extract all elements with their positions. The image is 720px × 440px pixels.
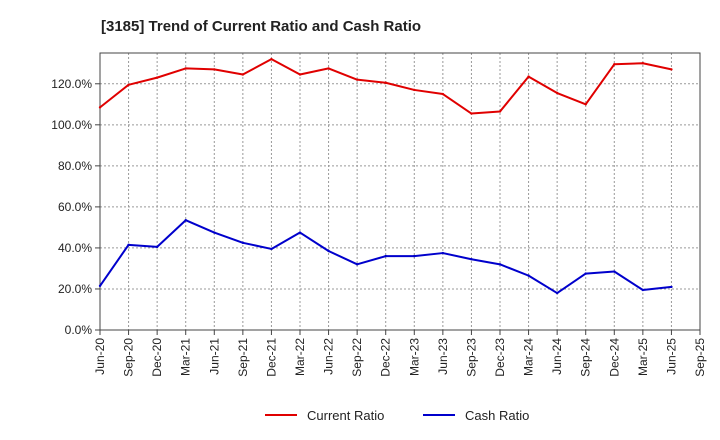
y-tick-label: 40.0% <box>58 241 92 255</box>
data-point-current-ratio <box>584 103 587 106</box>
x-tick-label: Sep-23 <box>464 338 478 377</box>
data-point-current-ratio <box>498 110 502 113</box>
y-tick-label: 60.0% <box>58 200 92 214</box>
legend: Current Ratio Cash Ratio <box>265 408 529 423</box>
legend-label-current-ratio: Current Ratio <box>307 408 384 423</box>
series-layer <box>98 57 673 295</box>
data-point-current-ratio <box>641 62 645 65</box>
x-tick-label: Sep-20 <box>122 338 136 377</box>
data-point-current-ratio <box>384 81 387 84</box>
x-tick-label: Jun-24 <box>550 338 564 375</box>
data-point-current-ratio <box>155 76 159 79</box>
x-tick-label: Dec-24 <box>607 338 621 377</box>
data-point-cash-ratio <box>470 258 473 261</box>
data-point-cash-ratio <box>641 288 645 292</box>
data-point-cash-ratio <box>298 231 302 234</box>
x-tick-label: Jun-20 <box>93 338 107 375</box>
legend-label-cash-ratio: Cash Ratio <box>465 408 529 423</box>
data-point-cash-ratio <box>413 254 416 258</box>
data-point-current-ratio <box>355 78 359 81</box>
y-tick-label: 80.0% <box>58 159 92 173</box>
x-tick-label: Sep-22 <box>350 338 364 377</box>
data-point-current-ratio <box>441 92 445 96</box>
data-point-current-ratio <box>413 88 416 92</box>
data-point-cash-ratio <box>498 263 502 266</box>
data-point-cash-ratio <box>441 251 445 255</box>
data-point-current-ratio <box>241 73 245 76</box>
data-point-current-ratio <box>670 68 673 71</box>
x-tick-label: Dec-23 <box>493 338 507 377</box>
data-point-cash-ratio <box>155 245 159 249</box>
x-tick-label: Sep-21 <box>236 338 250 377</box>
x-axis: Jun-20 Sep-20 Dec-20 Mar-21 Jun-21 Sep-21 Dec-… <box>93 330 707 377</box>
data-point-current-ratio <box>470 112 473 115</box>
x-tick-label: Mar-25 <box>636 338 650 376</box>
data-point-cash-ratio <box>355 263 359 266</box>
plot-frame <box>99 52 701 331</box>
data-point-cash-ratio <box>98 284 102 288</box>
x-tick-label: Mar-21 <box>179 338 193 376</box>
data-point-cash-ratio <box>584 272 587 275</box>
x-tick-label: Jun-22 <box>322 338 336 375</box>
data-point-current-ratio <box>213 68 216 71</box>
data-point-current-ratio <box>270 57 273 61</box>
data-point-cash-ratio <box>555 291 559 295</box>
y-tick-label: 120.0% <box>51 77 92 91</box>
x-tick-label: Jun-21 <box>207 338 221 375</box>
x-tick-label: Mar-24 <box>522 338 536 376</box>
data-point-current-ratio <box>98 106 102 109</box>
x-tick-label: Jun-25 <box>664 338 678 375</box>
x-tick-label: Sep-25 <box>693 338 707 377</box>
x-tick-label: Dec-21 <box>264 338 278 377</box>
y-axis: 0.0% 20.0% 40.0% 60.0% 80.0% 100.0% 120.0% <box>51 77 100 337</box>
data-point-current-ratio <box>127 83 130 87</box>
data-point-current-ratio <box>327 67 330 70</box>
y-tick-label: 20.0% <box>58 282 92 296</box>
data-point-cash-ratio <box>613 270 616 273</box>
x-tick-label: Sep-24 <box>579 338 593 377</box>
data-point-cash-ratio <box>327 249 330 253</box>
y-tick-label: 0.0% <box>65 323 93 337</box>
x-tick-label: Jun-23 <box>436 338 450 375</box>
data-point-cash-ratio <box>670 285 673 289</box>
data-point-cash-ratio <box>184 219 187 222</box>
data-point-current-ratio <box>613 63 616 66</box>
data-point-cash-ratio <box>527 274 530 277</box>
data-point-cash-ratio <box>384 254 387 258</box>
data-point-cash-ratio <box>241 241 245 244</box>
x-tick-label: Dec-20 <box>150 338 164 377</box>
data-point-current-ratio <box>298 73 302 76</box>
chart-title: [3185] Trend of Current Ratio and Cash R… <box>101 18 421 35</box>
y-tick-label: 100.0% <box>51 118 92 132</box>
data-point-cash-ratio <box>213 231 216 234</box>
data-point-current-ratio <box>527 75 530 78</box>
grid-lines <box>100 53 700 330</box>
data-point-cash-ratio <box>270 247 273 251</box>
x-tick-label: Dec-22 <box>379 338 393 377</box>
x-tick-label: Mar-23 <box>407 338 421 376</box>
data-point-current-ratio <box>555 91 559 95</box>
data-point-current-ratio <box>184 67 187 70</box>
data-point-cash-ratio <box>127 243 130 247</box>
x-tick-label: Mar-22 <box>293 338 307 376</box>
